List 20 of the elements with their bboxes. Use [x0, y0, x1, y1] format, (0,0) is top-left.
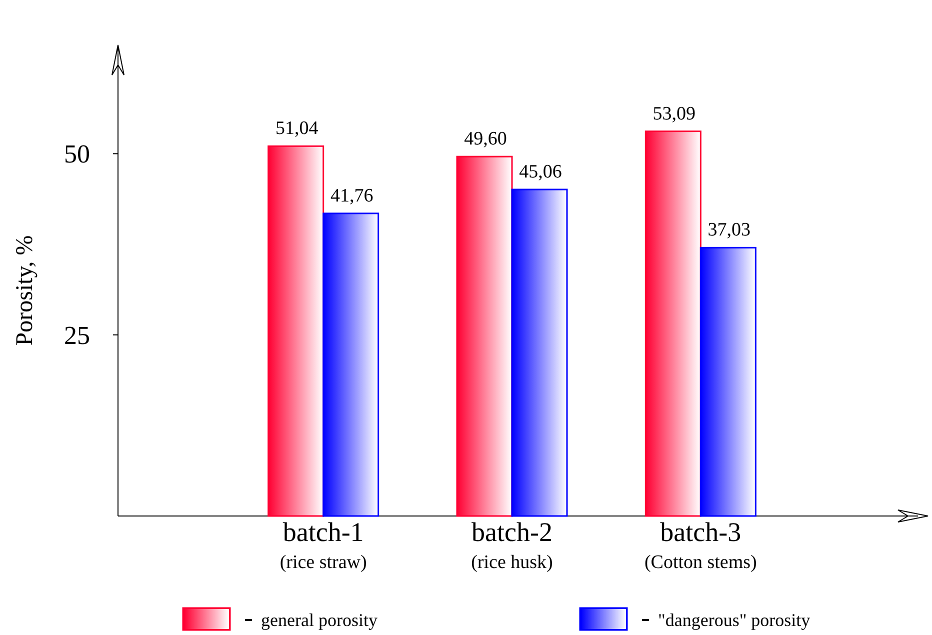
bar [644, 130, 702, 517]
y-tick-label: 50 [64, 140, 90, 169]
legend-label: "dangerous" porosity [658, 610, 810, 630]
data-label: 53,09 [652, 103, 696, 124]
bar [511, 188, 568, 517]
y-tick-label: 25 [64, 320, 90, 350]
data-label: 41,76 [330, 185, 374, 206]
bar [456, 156, 513, 517]
data-label: 49,60 [464, 128, 507, 150]
data-label: 51,04 [275, 118, 319, 140]
x-tick-label: batch-1 (rice straw) [280, 517, 367, 573]
bar [322, 212, 380, 517]
y-axis-title: Porosity, % [12, 235, 38, 346]
bar [700, 246, 756, 517]
data-label: 37,03 [708, 220, 751, 241]
x-tick-label: batch-2 (rice husk) [471, 517, 553, 573]
x-tick-label: batch-3 (Cotton stems) [644, 517, 757, 573]
data-label: 45,06 [519, 161, 562, 182]
legend-label: general porosity [261, 610, 378, 630]
bar [268, 145, 324, 517]
